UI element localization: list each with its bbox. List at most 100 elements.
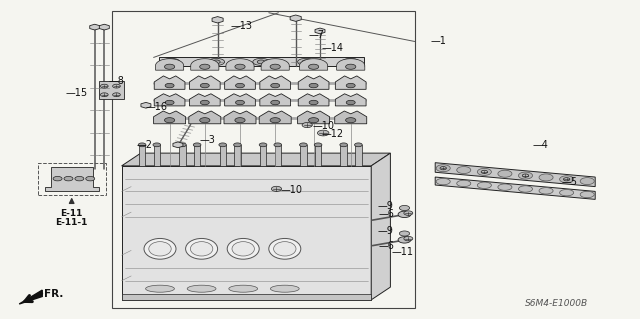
Circle shape — [236, 100, 244, 105]
Circle shape — [200, 64, 210, 69]
Circle shape — [340, 143, 348, 147]
Circle shape — [274, 143, 282, 147]
Circle shape — [64, 176, 73, 181]
Ellipse shape — [253, 58, 269, 65]
Ellipse shape — [436, 165, 451, 172]
Text: —11: —11 — [392, 247, 413, 257]
Polygon shape — [435, 163, 595, 187]
Bar — [112, 11, 415, 308]
Circle shape — [234, 143, 241, 147]
Polygon shape — [259, 111, 291, 124]
Polygon shape — [290, 15, 301, 21]
Bar — [340, 145, 347, 166]
Ellipse shape — [539, 188, 553, 194]
Text: —7: —7 — [308, 30, 324, 40]
Polygon shape — [371, 153, 390, 300]
Circle shape — [271, 186, 282, 191]
Polygon shape — [260, 94, 291, 106]
Ellipse shape — [559, 176, 573, 183]
Circle shape — [113, 84, 120, 88]
Polygon shape — [122, 166, 371, 300]
Circle shape — [235, 118, 245, 123]
Circle shape — [346, 100, 355, 105]
Text: —13: —13 — [230, 20, 252, 31]
Polygon shape — [261, 59, 289, 70]
Ellipse shape — [149, 242, 172, 256]
Circle shape — [53, 176, 62, 181]
Text: FR.: FR. — [44, 289, 63, 300]
Polygon shape — [189, 76, 220, 89]
Circle shape — [317, 130, 329, 136]
Circle shape — [200, 83, 209, 88]
Circle shape — [200, 118, 210, 123]
Ellipse shape — [191, 242, 212, 256]
Text: —8: —8 — [109, 76, 125, 86]
Ellipse shape — [274, 242, 296, 256]
Circle shape — [346, 64, 356, 69]
Circle shape — [138, 143, 146, 147]
Ellipse shape — [187, 285, 216, 292]
Polygon shape — [122, 153, 390, 166]
Bar — [234, 145, 241, 166]
Circle shape — [302, 60, 310, 64]
Polygon shape — [226, 59, 254, 70]
Text: —2: —2 — [136, 140, 152, 150]
Circle shape — [193, 143, 201, 147]
Circle shape — [153, 143, 161, 147]
Circle shape — [271, 100, 280, 105]
Polygon shape — [260, 76, 291, 89]
Circle shape — [308, 64, 319, 69]
Polygon shape — [225, 94, 255, 106]
Circle shape — [236, 83, 244, 88]
Circle shape — [346, 83, 355, 88]
Ellipse shape — [227, 238, 259, 259]
Ellipse shape — [539, 174, 553, 181]
Ellipse shape — [342, 58, 359, 65]
Circle shape — [259, 143, 267, 147]
Circle shape — [235, 64, 245, 69]
Bar — [300, 145, 307, 166]
Circle shape — [100, 93, 108, 97]
Circle shape — [481, 170, 488, 174]
Circle shape — [404, 211, 413, 215]
Ellipse shape — [436, 178, 451, 185]
Polygon shape — [298, 94, 329, 106]
Circle shape — [257, 60, 265, 64]
Circle shape — [563, 178, 570, 181]
Ellipse shape — [518, 172, 532, 179]
Text: —6: —6 — [379, 209, 395, 219]
Text: —12: —12 — [321, 129, 344, 139]
Circle shape — [165, 100, 174, 105]
Circle shape — [440, 167, 447, 170]
Circle shape — [398, 237, 411, 243]
Text: —5: —5 — [561, 177, 577, 187]
Text: S6M4-E1000B: S6M4-E1000B — [525, 299, 588, 308]
Ellipse shape — [271, 285, 300, 292]
Circle shape — [346, 118, 356, 123]
Bar — [38, 163, 106, 195]
Ellipse shape — [580, 178, 595, 185]
Text: —9: —9 — [378, 226, 394, 236]
Circle shape — [219, 143, 227, 147]
Text: —9: —9 — [378, 201, 394, 211]
Polygon shape — [19, 290, 42, 304]
Circle shape — [302, 122, 312, 128]
Bar — [275, 145, 281, 166]
Circle shape — [113, 93, 120, 97]
Ellipse shape — [580, 191, 595, 198]
Circle shape — [270, 64, 280, 69]
Bar — [159, 57, 364, 66]
Polygon shape — [212, 17, 223, 23]
Circle shape — [164, 64, 175, 69]
Polygon shape — [189, 94, 220, 106]
Polygon shape — [335, 111, 367, 124]
Bar — [154, 145, 160, 166]
Polygon shape — [173, 142, 183, 148]
Polygon shape — [154, 94, 185, 106]
Text: —16: —16 — [145, 102, 167, 112]
Text: E-11: E-11 — [61, 209, 83, 218]
Polygon shape — [335, 94, 366, 106]
Ellipse shape — [477, 182, 492, 189]
Polygon shape — [315, 28, 325, 34]
Circle shape — [309, 83, 318, 88]
